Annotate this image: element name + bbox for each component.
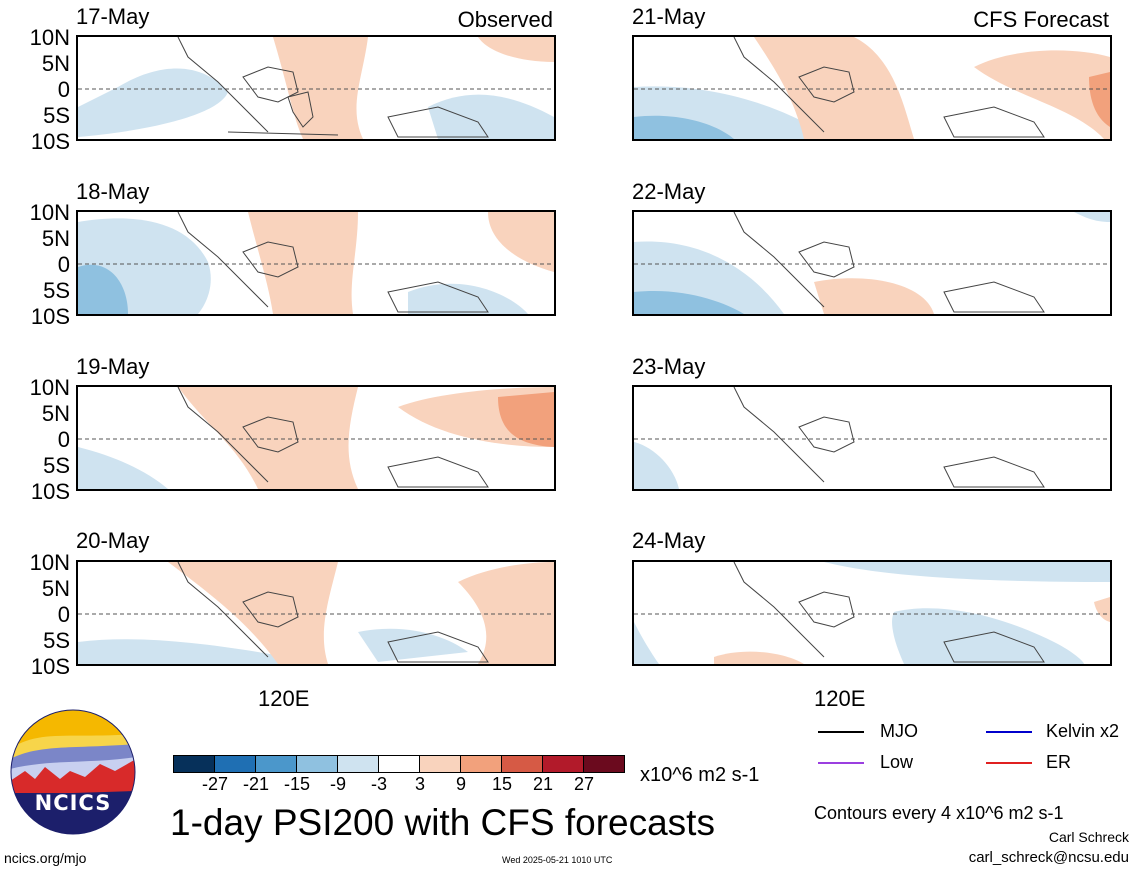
panel-tag-observed: Observed	[457, 7, 553, 32]
colorbar-segment	[542, 755, 584, 773]
legend-label-kelvin: Kelvin x2	[1046, 721, 1120, 741]
colorbar-segment	[460, 755, 502, 773]
lat-label: 10S	[30, 129, 70, 154]
contour-note: Contours every 4 x10^6 m2 s-1	[814, 803, 1064, 823]
legend-line-mjo	[818, 731, 864, 733]
timestamp: Wed 2025-05-21 1010 UTC	[502, 855, 613, 865]
author-email: carl_schreck@ncsu.edu	[968, 849, 1129, 866]
lat-label: 5N	[41, 576, 70, 601]
lat-label: 5S	[43, 278, 70, 303]
panel-date: 24-May	[632, 528, 706, 553]
colorbar-tick: 9	[455, 774, 466, 794]
colorbar-tick: 15	[491, 774, 513, 794]
panel-date: 19-May	[76, 354, 150, 379]
lat-label: 10S	[30, 304, 70, 329]
lat-label: 0	[57, 427, 70, 452]
colorbar-tick: -9	[329, 774, 346, 794]
map-panel	[632, 385, 1112, 491]
panel-date: 20-May	[76, 528, 150, 553]
colorbar-segment	[419, 755, 461, 773]
panel-date: 22-May	[632, 179, 706, 204]
legend-label-er: ER	[1046, 752, 1072, 772]
lat-label: 10N	[29, 25, 70, 50]
map-panel	[76, 560, 556, 666]
lat-label: 5N	[41, 226, 70, 251]
lat-label: 10N	[29, 550, 70, 575]
lat-label: 0	[57, 252, 70, 277]
lon-label-right: 120E	[814, 686, 866, 711]
legend-line-low	[818, 762, 864, 764]
map-panel	[632, 35, 1112, 141]
colorbar-segment	[337, 755, 379, 773]
lon-label-left: 120E	[258, 686, 310, 711]
legend-label-low: Low	[880, 752, 914, 772]
lat-label: 5S	[43, 453, 70, 478]
site-link[interactable]: ncics.org/mjo	[4, 850, 87, 866]
lat-label: 0	[57, 77, 70, 102]
colorbar-tick: -27	[201, 774, 228, 794]
panel-date: 23-May	[632, 354, 706, 379]
colorbar-segment	[173, 755, 215, 773]
panel-date: 21-May	[632, 4, 706, 29]
lat-label: 10N	[29, 375, 70, 400]
figure-title: 1-day PSI200 with CFS forecasts	[170, 802, 715, 843]
lat-label: 5N	[41, 51, 70, 76]
colorbar-tick: 3	[414, 774, 425, 794]
lat-label: 10S	[30, 654, 70, 679]
colorbar-tick: -15	[283, 774, 310, 794]
map-panel	[76, 210, 556, 316]
colorbar-units: x10^6 m2 s-1	[640, 764, 760, 786]
logo-text: NCICS	[34, 791, 112, 815]
legend-line-kelvin	[986, 731, 1032, 733]
map-panel	[76, 385, 556, 491]
map-panel	[632, 210, 1112, 316]
panel-tag-forecast: CFS Forecast	[973, 7, 1109, 32]
colorbar-tick: 27	[573, 774, 595, 794]
lat-label: 0	[57, 602, 70, 627]
legend-line-er	[986, 762, 1032, 764]
colorbar-tick: -21	[242, 774, 269, 794]
colorbar-tick: 21	[532, 774, 554, 794]
map-panel	[632, 560, 1112, 666]
colorbar-segment	[255, 755, 297, 773]
colorbar-segment	[501, 755, 543, 773]
map-panel	[76, 35, 556, 141]
lat-label: 10N	[29, 200, 70, 225]
ncics-logo: NCICS	[10, 709, 136, 835]
colorbar-segment	[296, 755, 338, 773]
lat-label: 5S	[43, 628, 70, 653]
lat-label: 10S	[30, 479, 70, 504]
panel-date: 17-May	[76, 4, 150, 29]
lat-label: 5N	[41, 401, 70, 426]
colorbar-tick: -3	[370, 774, 387, 794]
panel-date: 18-May	[76, 179, 150, 204]
lat-label: 5S	[43, 103, 70, 128]
colorbar-segment	[583, 755, 625, 773]
colorbar-segment	[214, 755, 256, 773]
colorbar-segment	[378, 755, 420, 773]
legend-label-mjo: MJO	[880, 721, 918, 741]
author-name: Carl Schreck	[1048, 829, 1129, 845]
